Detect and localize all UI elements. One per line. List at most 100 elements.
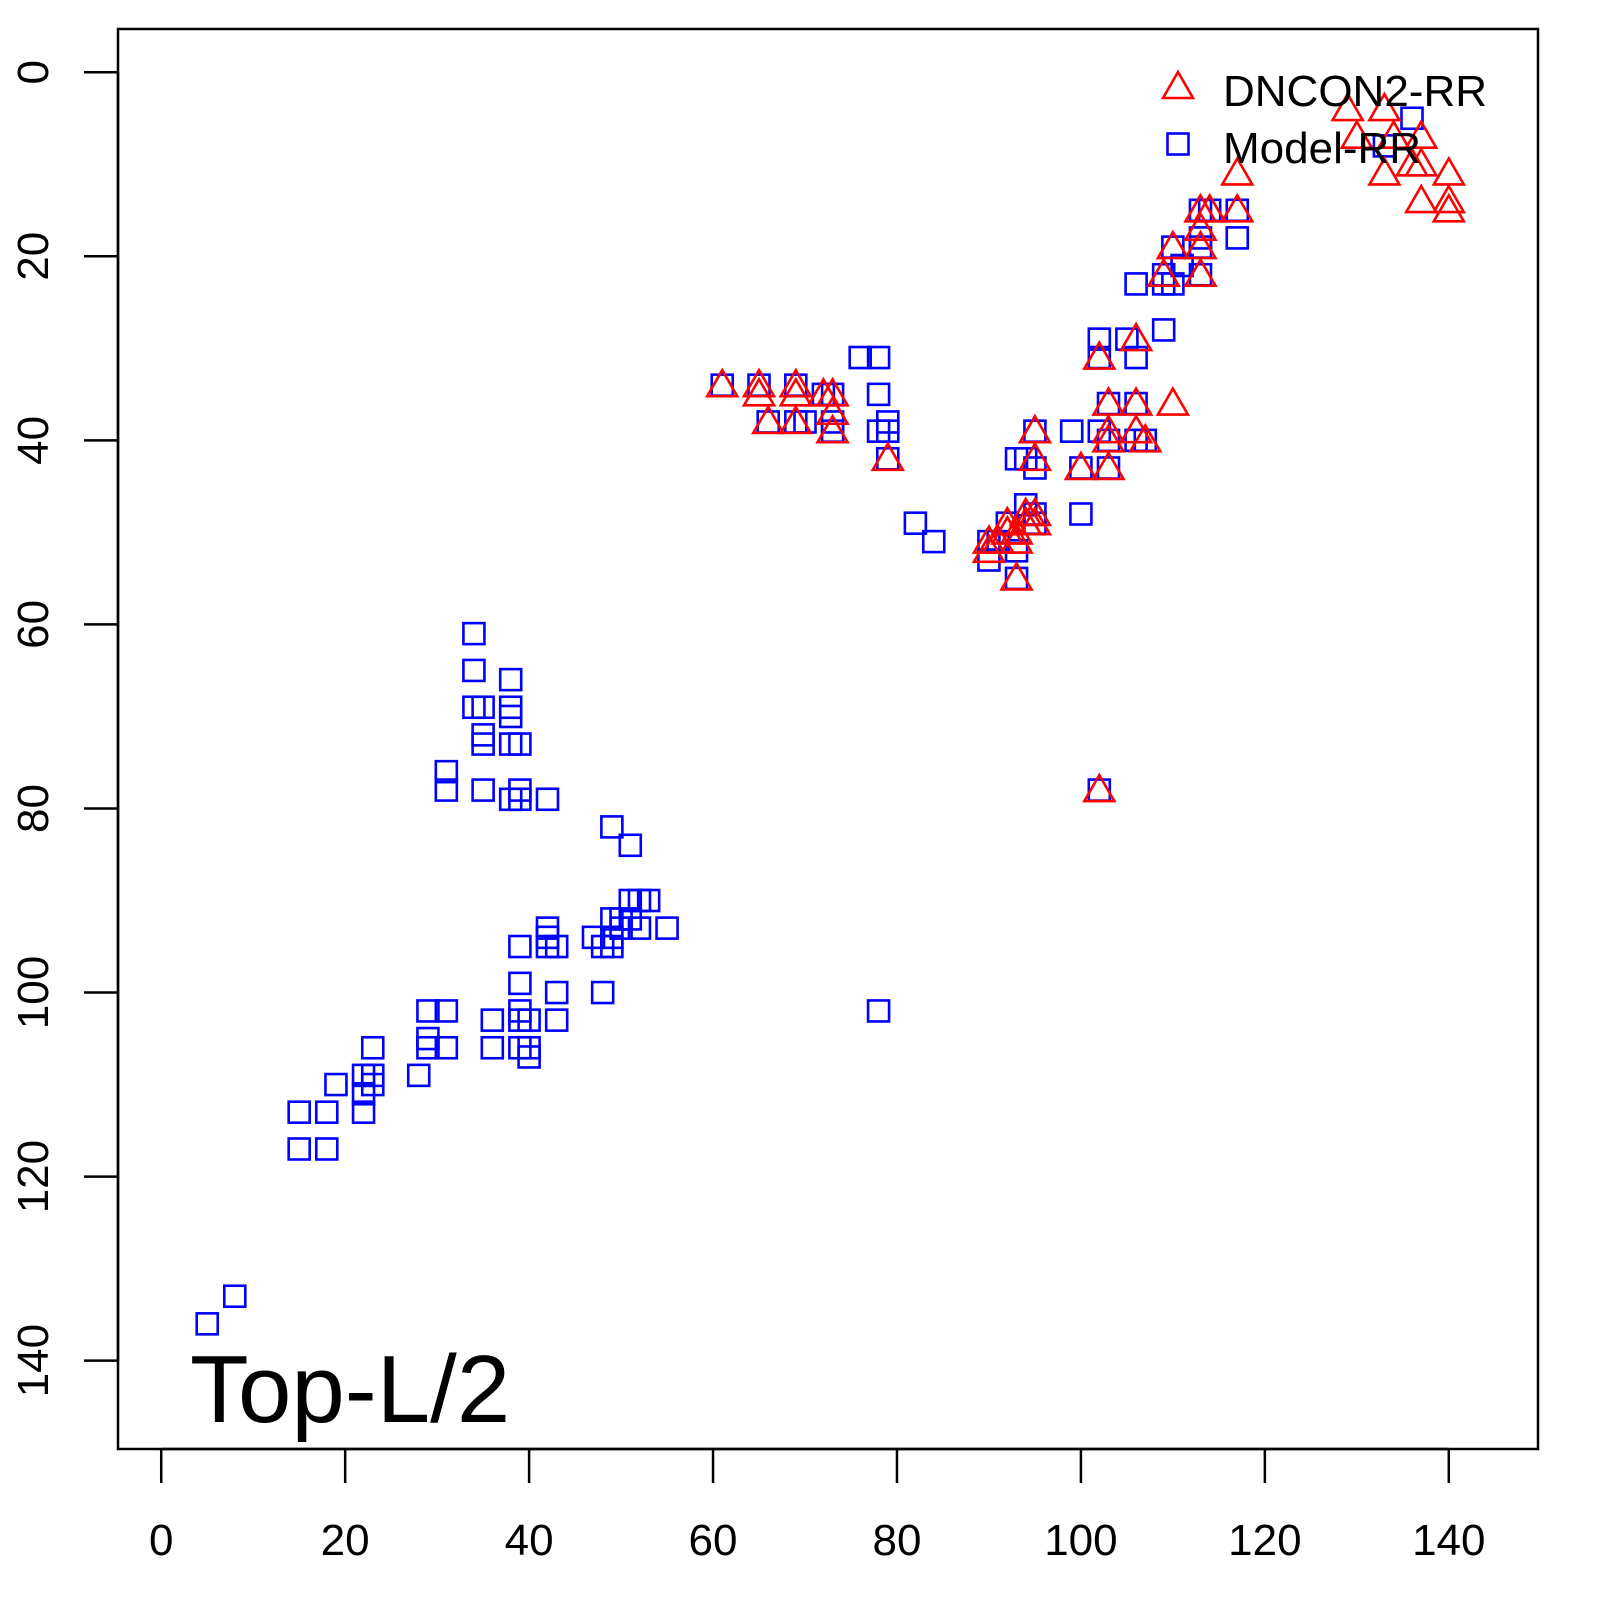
triangle-point xyxy=(1017,441,1053,472)
triangle-point xyxy=(1082,339,1117,370)
triangle-point xyxy=(1155,229,1191,260)
square-point xyxy=(287,1100,311,1124)
square-point xyxy=(1124,272,1148,296)
triangle-point xyxy=(1376,119,1411,149)
panel-annotation: Top-L/2 xyxy=(190,1336,510,1443)
square-point xyxy=(498,667,523,692)
y-tick-label: 20 xyxy=(9,232,58,281)
square-point xyxy=(462,695,486,720)
square-point xyxy=(977,548,1001,572)
square-point xyxy=(223,1284,247,1309)
square-point xyxy=(324,1072,348,1097)
square-point xyxy=(544,1008,569,1032)
triangle-point xyxy=(1367,155,1402,186)
triangle-point xyxy=(1183,257,1218,288)
legend-label: Model-RR xyxy=(1223,124,1421,173)
triangle-point xyxy=(1146,257,1181,288)
square-point xyxy=(434,759,459,784)
x-tick-label: 120 xyxy=(1228,1516,1301,1565)
square-point xyxy=(314,1100,339,1124)
square-point xyxy=(314,1137,339,1161)
triangle-point xyxy=(1118,321,1154,352)
triangle-point xyxy=(741,376,777,407)
square-point xyxy=(351,1100,376,1124)
legend: DNCON2-RR Model-RR xyxy=(1160,67,1487,173)
square-point xyxy=(471,732,495,756)
x-tick-label: 140 xyxy=(1412,1516,1485,1565)
triangle-point xyxy=(1128,422,1163,453)
triangle-point xyxy=(1339,119,1375,149)
triangle-point xyxy=(815,376,850,407)
square-point xyxy=(480,1035,505,1060)
triangle-point xyxy=(971,533,1007,564)
triangle-point xyxy=(1367,91,1402,122)
square-point xyxy=(517,1008,541,1032)
triangle-point xyxy=(1017,496,1053,527)
triangle-point xyxy=(704,367,740,398)
square-point xyxy=(600,815,624,839)
y-tick-label: 140 xyxy=(9,1324,58,1397)
x-axis: 0 20 40 60 80 100 120 140 xyxy=(149,1447,1486,1565)
y-axis: 0 20 40 60 80 100 120 140 xyxy=(9,60,120,1397)
plot-frame xyxy=(116,27,1540,1451)
square-point xyxy=(416,999,440,1023)
square-point xyxy=(434,1035,459,1060)
square-point xyxy=(416,1035,440,1060)
square-point xyxy=(866,382,891,407)
square-point xyxy=(636,888,661,913)
square-point xyxy=(866,345,891,370)
square-point xyxy=(498,704,523,729)
square-point xyxy=(462,658,486,683)
y-tick-label: 100 xyxy=(9,956,58,1029)
series-model-rr xyxy=(195,106,1424,1336)
square-point xyxy=(360,1035,385,1060)
triangle-point xyxy=(870,441,906,472)
square-point xyxy=(544,980,569,1005)
triangle-point xyxy=(1403,146,1439,177)
legend-label: DNCON2-RR xyxy=(1223,67,1487,116)
y-tick-label: 60 xyxy=(9,600,58,649)
series-dncon2-rr xyxy=(704,91,1467,803)
triangle-point xyxy=(980,523,1016,554)
square-point xyxy=(360,1063,385,1088)
triangle-point xyxy=(1431,183,1467,214)
x-tick-label: 80 xyxy=(873,1516,922,1565)
square-point xyxy=(1023,456,1047,480)
triangle-point xyxy=(1431,155,1467,186)
triangle-point xyxy=(1431,192,1467,223)
square-point xyxy=(544,934,569,959)
square-point xyxy=(655,916,679,940)
square-point xyxy=(498,732,523,756)
square-point xyxy=(627,916,652,940)
legend-square-icon xyxy=(1166,132,1190,156)
square-point xyxy=(1124,345,1148,370)
square-point xyxy=(471,695,495,720)
y-tick-label: 0 xyxy=(9,60,58,84)
triangle-point xyxy=(1091,413,1126,444)
x-tick-label: 100 xyxy=(1044,1516,1117,1565)
triangle-point xyxy=(1082,772,1117,803)
triangle-point xyxy=(750,404,786,435)
triangle-point xyxy=(1192,192,1227,223)
square-point xyxy=(471,778,495,802)
square-point xyxy=(508,732,532,756)
square-point xyxy=(1151,318,1176,342)
triangle-point xyxy=(1183,211,1218,242)
triangle-point xyxy=(741,367,777,398)
square-point xyxy=(903,511,928,535)
y-tick-label: 120 xyxy=(9,1140,58,1213)
x-tick-label: 20 xyxy=(321,1516,370,1565)
square-point xyxy=(1400,106,1424,131)
y-tick-label: 40 xyxy=(9,416,58,465)
square-point xyxy=(618,833,643,858)
square-point xyxy=(287,1137,311,1161)
triangle-point xyxy=(815,395,850,426)
square-point xyxy=(590,980,615,1005)
triangle-point xyxy=(999,523,1034,554)
square-point xyxy=(866,999,891,1023)
data-points xyxy=(195,91,1467,1336)
square-point xyxy=(921,529,946,554)
square-point xyxy=(1069,502,1093,526)
square-point xyxy=(600,934,624,959)
